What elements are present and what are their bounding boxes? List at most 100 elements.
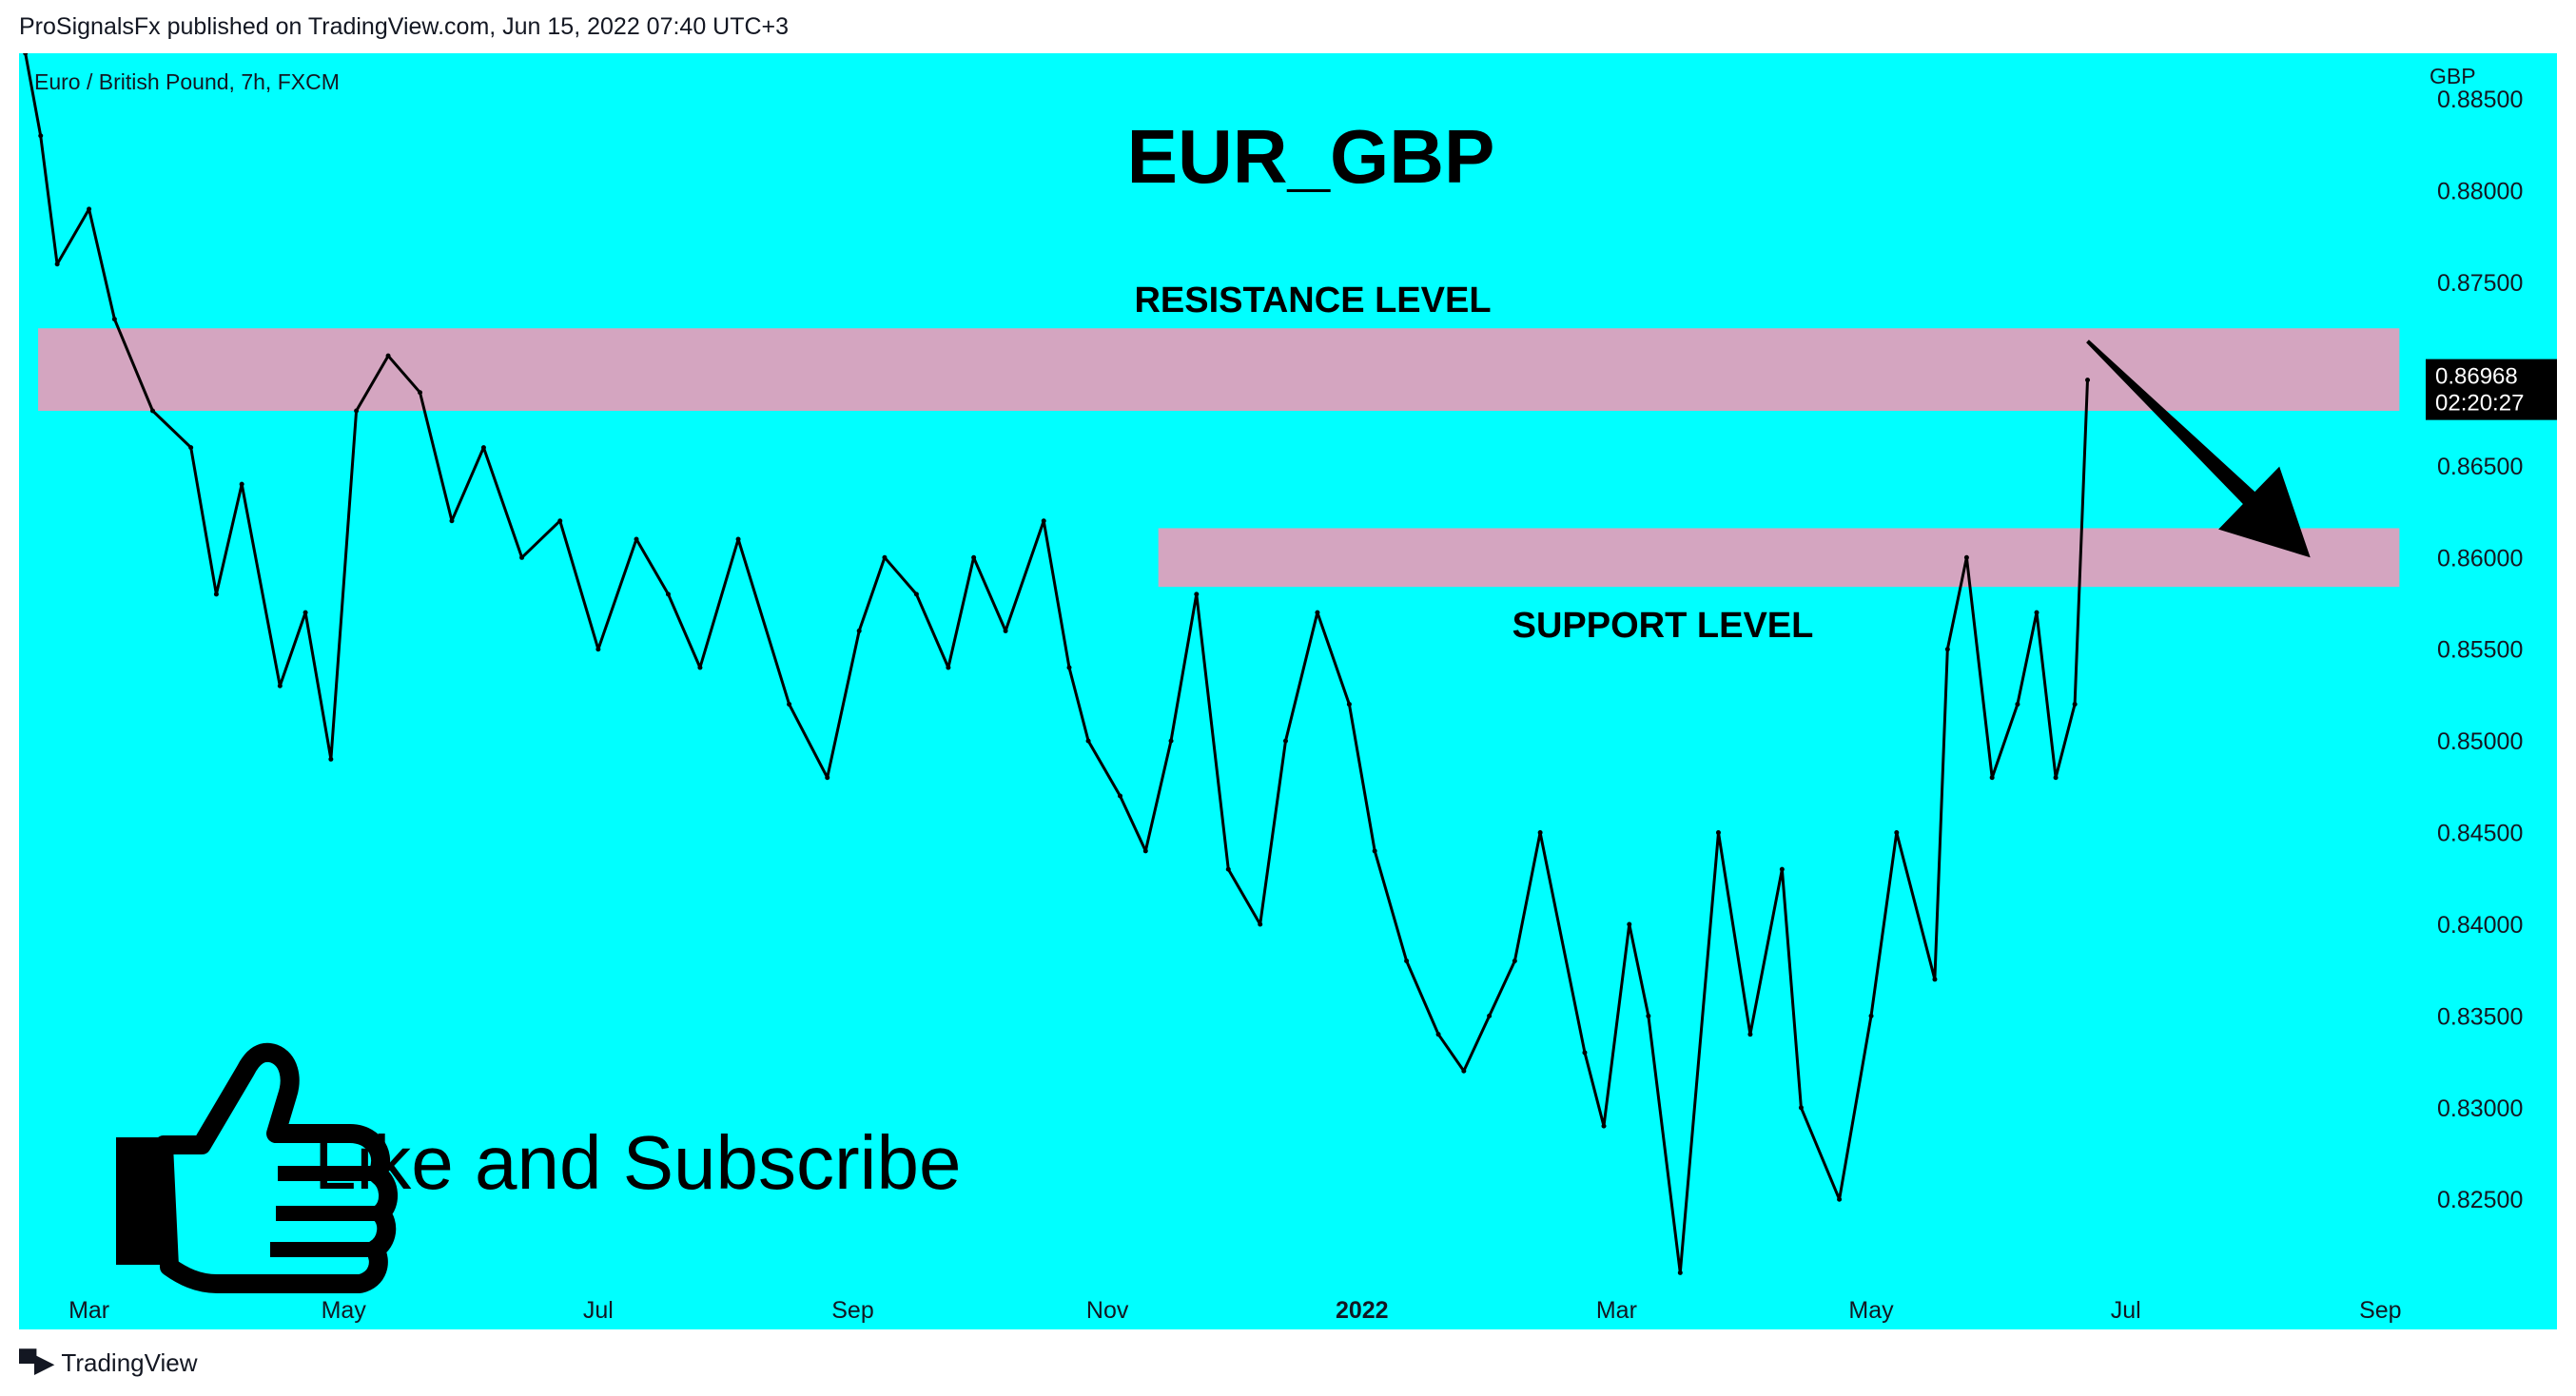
price-point (971, 554, 977, 560)
x-tick-label: Sep (831, 1297, 873, 1324)
price-point (946, 665, 951, 670)
price-axis-panel (2387, 53, 2557, 1329)
price-point (1747, 1032, 1753, 1037)
y-tick-label: 0.82500 (2437, 1187, 2523, 1213)
price-point (1537, 830, 1543, 836)
price-point (882, 554, 888, 560)
support-label: SUPPORT LEVEL (1512, 606, 1814, 646)
y-tick-label: 0.88000 (2437, 179, 2523, 205)
price-point (665, 591, 671, 597)
y-tick-label: 0.84000 (2437, 912, 2523, 939)
price-point (1282, 738, 1288, 744)
price-point (1404, 959, 1410, 964)
price-point (825, 775, 830, 781)
price-point (1582, 1050, 1588, 1056)
x-tick-label: Jul (2111, 1297, 2141, 1324)
x-tick-label: Mar (68, 1297, 109, 1324)
price-point (2072, 702, 2078, 708)
price-point (2015, 702, 2020, 708)
countdown-value: 02:20:27 (2435, 391, 2524, 417)
price-point (1677, 1270, 1683, 1275)
y-tick-label: 0.86000 (2437, 545, 2523, 572)
price-line (24, 52, 2089, 1274)
chart-area[interactable]: 0.885000.880000.875000.870000.865000.860… (19, 50, 2557, 1329)
resistance-label: RESISTANCE LEVEL (1134, 281, 1491, 320)
currency-label: GBP (2430, 64, 2476, 88)
price-point (302, 610, 308, 615)
promo-text: Like and Subscribe (314, 1120, 961, 1205)
y-tick-label: 0.85000 (2437, 728, 2523, 755)
thumbs-up-icon (116, 1042, 398, 1293)
price-point (1003, 628, 1008, 633)
price-point (1963, 554, 1969, 560)
price-point (697, 665, 703, 670)
symbol-label: Euro / British Pound, 7h, FXCM (34, 69, 340, 94)
x-tick-label: 2022 (1336, 1297, 1389, 1324)
price-point (913, 591, 919, 597)
published-line: ProSignalsFx published on TradingView.co… (19, 13, 790, 40)
price-point (1372, 848, 1377, 854)
y-tick-label: 0.86500 (2437, 454, 2523, 480)
price-point (1837, 1196, 1843, 1202)
chart-title: EUR_GBP (1127, 114, 1495, 199)
price-point (38, 133, 44, 139)
x-tick-label: May (322, 1297, 367, 1324)
price-point (1315, 610, 1320, 615)
price-point (277, 683, 283, 688)
price-point (1142, 848, 1148, 854)
footer-brand[interactable]: TradingView (61, 1348, 198, 1377)
x-tick-label: Mar (1596, 1297, 1637, 1324)
footer: ▀▶ TradingView (19, 1348, 198, 1378)
price-point (54, 262, 60, 267)
price-point (1868, 1013, 1874, 1018)
price-point (1346, 702, 1352, 708)
price-point (735, 536, 741, 542)
price-point (787, 702, 792, 708)
price-point (1085, 738, 1091, 744)
price-point (449, 518, 455, 524)
price-point (1894, 830, 1900, 836)
price-point (856, 628, 862, 633)
trend-arrow-icon (2086, 339, 2311, 558)
x-tick-label: May (1848, 1297, 1894, 1324)
y-tick-label: 0.85500 (2437, 637, 2523, 664)
price-point (1487, 1013, 1493, 1018)
y-tick-label: 0.83000 (2437, 1095, 2523, 1122)
x-tick-label: Sep (2359, 1297, 2401, 1324)
price-point (519, 554, 525, 560)
price-point (150, 408, 156, 414)
price-point (1168, 738, 1174, 744)
x-tick-label: Jul (583, 1297, 614, 1324)
price-point (1601, 1123, 1607, 1129)
last-price-tag (2426, 359, 2557, 420)
tradingview-logo-icon: ▀▶ (19, 1348, 53, 1377)
chart-svg: 0.885000.880000.875000.870000.865000.860… (19, 50, 2557, 1329)
last-price-value: 0.86968 (2435, 364, 2518, 390)
price-point (1989, 775, 1995, 781)
price-point (2034, 610, 2039, 615)
price-point (2053, 775, 2059, 781)
price-point (2085, 378, 2091, 383)
price-point (1258, 921, 1263, 927)
price-point (354, 408, 360, 414)
y-tick-label: 0.84500 (2437, 821, 2523, 847)
y-tick-label: 0.88500 (2437, 87, 2523, 113)
price-point (239, 481, 244, 487)
price-point (1779, 866, 1785, 872)
price-point (1512, 959, 1517, 964)
price-point (557, 518, 563, 524)
price-point (328, 756, 334, 762)
x-tick-label: Nov (1086, 1297, 1129, 1324)
price-point (385, 353, 391, 359)
price-point (1118, 793, 1123, 799)
price-point (213, 591, 219, 597)
y-tick-label: 0.83500 (2437, 1003, 2523, 1030)
price-point (1627, 921, 1632, 927)
price-point (418, 390, 423, 396)
price-point (595, 647, 601, 652)
price-point (1225, 866, 1231, 872)
y-tick-label: 0.87500 (2437, 270, 2523, 297)
price-point (111, 317, 117, 322)
price-point (87, 206, 92, 212)
price-point (1932, 977, 1938, 982)
